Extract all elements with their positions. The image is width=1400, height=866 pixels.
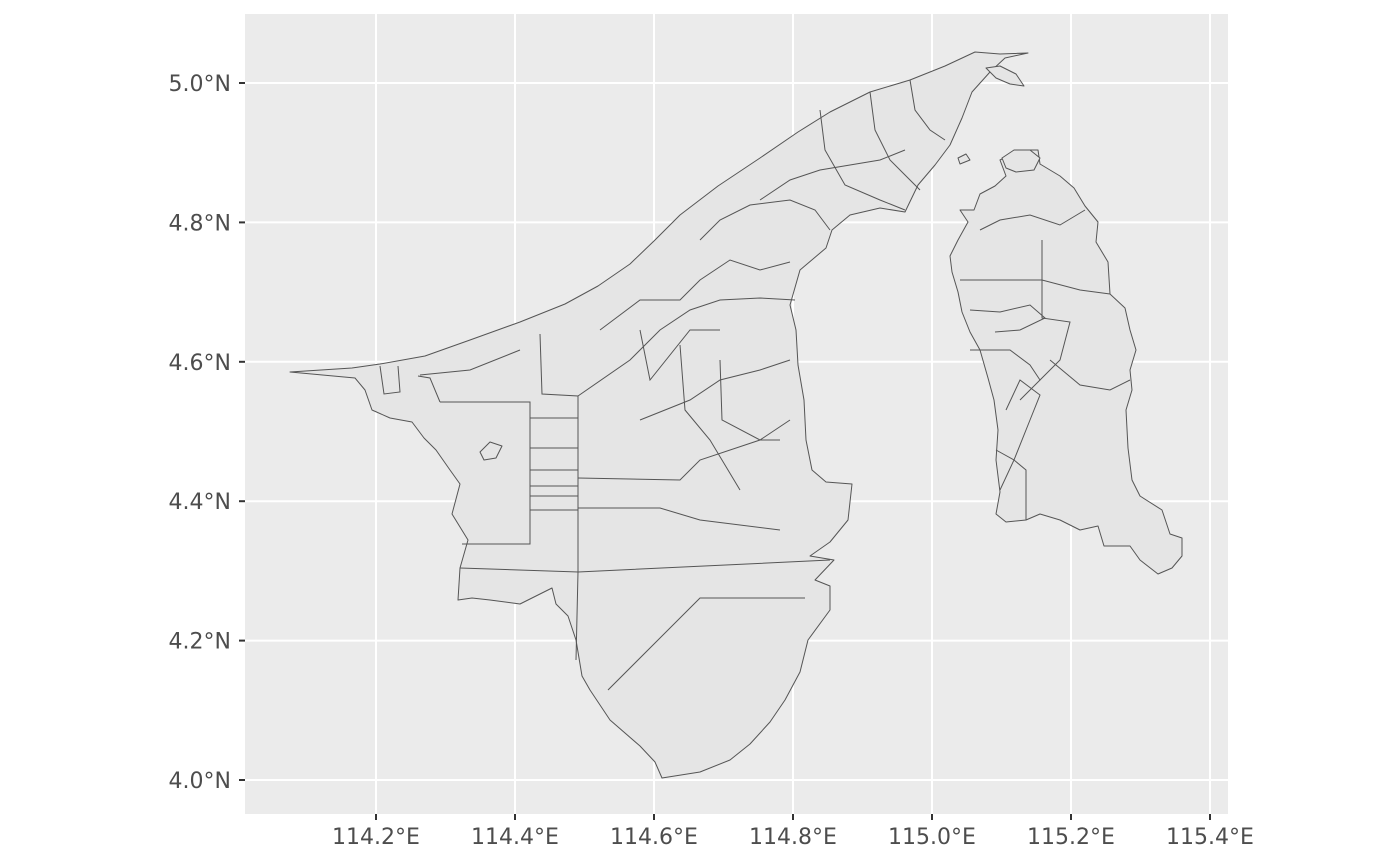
district-boundary bbox=[679, 344, 741, 491]
district-boundary bbox=[379, 365, 401, 395]
x-tick-label: 115.4°E bbox=[1166, 825, 1254, 850]
district-boundary bbox=[639, 329, 720, 382]
temburong-region bbox=[949, 149, 1183, 575]
map-polygons bbox=[289, 51, 1183, 779]
x-tick-label: 114.8°E bbox=[749, 825, 837, 850]
district-boundary bbox=[577, 419, 791, 481]
y-tick-label: 4.0°N bbox=[169, 769, 231, 794]
district-boundary bbox=[440, 401, 531, 545]
district-boundary bbox=[699, 199, 831, 241]
district-boundary bbox=[639, 359, 791, 421]
west-coast-islet bbox=[479, 441, 503, 461]
district-boundary bbox=[459, 417, 579, 573]
district-boundary bbox=[578, 507, 781, 531]
district-boundary bbox=[1039, 240, 1071, 381]
bay-island-small bbox=[957, 153, 971, 165]
y-tick-label: 4.6°N bbox=[169, 351, 231, 376]
district-boundary bbox=[417, 349, 521, 403]
y-tick-label: 4.4°N bbox=[169, 490, 231, 515]
district-boundary bbox=[979, 209, 1086, 231]
district-boundary bbox=[995, 449, 1015, 491]
y-tick-label: 5.0°N bbox=[169, 72, 231, 97]
district-boundary bbox=[539, 333, 579, 418]
y-axis: 4.0°N 4.2°N 4.4°N 4.6°N 4.8°N 5.0°N bbox=[169, 72, 245, 794]
y-tick-label: 4.2°N bbox=[169, 630, 231, 655]
district-boundary bbox=[909, 79, 946, 141]
x-tick-label: 115.2°E bbox=[1027, 825, 1115, 850]
x-axis: 114.2°E 114.4°E 114.6°E 114.8°E 115.0°E 115.2… bbox=[332, 814, 1254, 850]
district-boundary bbox=[719, 359, 780, 441]
district-boundary bbox=[607, 597, 805, 691]
internal-boundaries bbox=[379, 79, 1131, 691]
x-tick-label: 114.4°E bbox=[471, 825, 559, 850]
district-boundary bbox=[969, 304, 1046, 333]
bay-island bbox=[985, 65, 1025, 87]
x-tick-label: 114.2°E bbox=[332, 825, 420, 850]
x-tick-label: 115.0°E bbox=[888, 825, 976, 850]
district-boundary bbox=[970, 349, 1041, 401]
western-mainland-region bbox=[289, 51, 1029, 779]
district-boundary bbox=[1005, 379, 1041, 520]
temburong-island bbox=[1001, 149, 1041, 173]
district-boundary bbox=[869, 91, 921, 191]
district-boundary bbox=[599, 259, 791, 331]
district-boundary bbox=[819, 109, 906, 211]
x-tick-label: 114.6°E bbox=[610, 825, 698, 850]
district-boundary bbox=[1049, 359, 1131, 391]
y-tick-label: 4.8°N bbox=[169, 211, 231, 236]
district-boundary bbox=[530, 447, 578, 511]
district-boundary bbox=[577, 297, 796, 397]
district-boundary bbox=[575, 559, 831, 661]
